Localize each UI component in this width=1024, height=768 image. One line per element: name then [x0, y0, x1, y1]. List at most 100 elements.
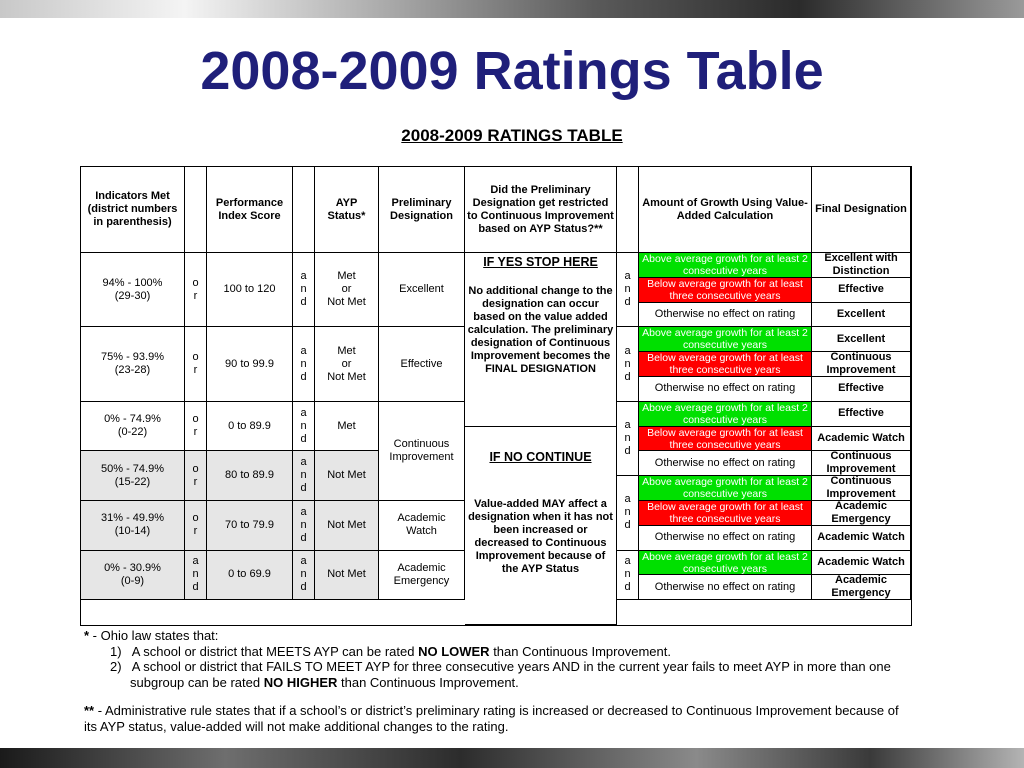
ayp-status-cell: Met or Not Met [315, 327, 379, 402]
preliminary-cell: Academic Emergency [379, 550, 465, 601]
ayp-status-cell: Not Met [315, 550, 379, 601]
and-connector: a n d [293, 401, 315, 452]
footnote-item-2-text-d: than Continuous Improvement. [337, 674, 519, 690]
if-yes-heading: IF YES STOP HERE [483, 255, 598, 269]
or-connector: o r [185, 500, 207, 551]
footnote-item-1-emphasis: NO LOWER [418, 643, 490, 659]
pi-score-cell: 100 to 120 [207, 253, 293, 328]
pi-score-cell: 0 to 69.9 [207, 550, 293, 601]
final-designation-cell: Academic Watch [812, 550, 911, 576]
and-connector: a n d [617, 401, 639, 477]
ayp-status-cell: Not Met [315, 451, 379, 501]
bottom-decorative-band [0, 748, 1024, 768]
footnote-item-2-number: 2) [110, 659, 122, 674]
indicators-cell: 94% - 100% (29-30) [81, 253, 185, 328]
or-connector: o r [185, 253, 207, 328]
header-indicators: Indicators Met (district numbers in pare… [81, 167, 185, 253]
pi-score-cell: 0 to 89.9 [207, 401, 293, 452]
footnote-item-2-emphasis: NO HIGHER [263, 674, 338, 690]
header-final: Final Designation [812, 167, 911, 253]
growth-below-cell: Below average growth for at least three … [639, 500, 812, 526]
pi-score-cell: 90 to 99.9 [207, 327, 293, 402]
final-designation-cell: Effective [812, 376, 911, 402]
if-no-text: Value-added MAY affect a designation whe… [468, 497, 613, 575]
footnote-double-star-text-b: its AYP status, value-added will not mak… [84, 718, 509, 734]
growth-otherwise-cell: Otherwise no effect on rating [639, 451, 812, 477]
growth-above-cell: Above average growth for at least 2 cons… [639, 253, 812, 278]
growth-above-cell: Above average growth for at least 2 cons… [639, 476, 812, 501]
footnote-star-mark: * [84, 628, 90, 643]
table-title: 2008-2009 RATINGS TABLE [401, 126, 623, 145]
top-decorative-band [0, 0, 1024, 18]
final-designation-cell: Academic Emergency [812, 500, 911, 526]
pi-score-cell: 70 to 79.9 [207, 500, 293, 551]
final-designation-cell: Effective [812, 277, 911, 303]
growth-otherwise-cell: Otherwise no effect on rating [639, 302, 812, 328]
preliminary-cell: Effective [379, 327, 465, 402]
and-connector: a n d [185, 550, 207, 601]
growth-below-cell: Below average growth for at least three … [639, 277, 812, 303]
and-connector: a n d [293, 327, 315, 402]
or-connector: o r [185, 451, 207, 501]
final-designation-cell: Excellent [812, 327, 911, 353]
footnote-double-star-continued: its AYP status, value-added will not mak… [84, 719, 934, 735]
growth-above-cell: Above average growth for at least 2 cons… [639, 401, 812, 427]
header-spacer-3 [617, 167, 639, 253]
final-designation-cell: Academic Emergency [812, 575, 911, 601]
final-designation-cell: Continuous Improvement [812, 352, 911, 377]
footnote-star: * - Ohio law states that: [84, 628, 934, 644]
if-yes-cell: IF YES STOP HERE No additional change to… [465, 253, 617, 427]
or-connector: o r [185, 327, 207, 402]
and-connector: a n d [293, 500, 315, 551]
growth-otherwise-cell: Otherwise no effect on rating [639, 376, 812, 402]
and-connector: a n d [617, 550, 639, 601]
header-spacer-2 [293, 167, 315, 253]
growth-above-cell: Above average growth for at least 2 cons… [639, 327, 812, 353]
ayp-status-cell: Met [315, 401, 379, 452]
ayp-status-cell: Met or Not Met [315, 253, 379, 328]
footnote-item-1: 1) A school or district that MEETS AYP c… [84, 644, 934, 660]
header-spacer-1 [185, 167, 207, 253]
final-designation-cell: Continuous Improvement [812, 476, 911, 501]
final-designation-cell: Excellent [812, 302, 911, 328]
ratings-table: Indicators Met (district numbers in pare… [80, 166, 912, 626]
final-designation-cell: Excellent with Distinction [812, 253, 911, 278]
slide-title: 2008-2009 Ratings Table [200, 41, 824, 101]
growth-otherwise-cell: Otherwise no effect on rating [639, 575, 812, 601]
header-preliminary: Preliminary Designation [379, 167, 465, 253]
growth-below-cell: Below average growth for at least three … [639, 426, 812, 452]
and-connector: a n d [617, 476, 639, 551]
footnote-item-2-continued: subgroup can be rated NO HIGHER than Con… [84, 675, 934, 691]
final-designation-cell: Academic Watch [812, 525, 911, 551]
and-connector: a n d [617, 253, 639, 328]
indicators-cell: 31% - 49.9% (10-14) [81, 500, 185, 551]
final-designation-cell: Effective [812, 401, 911, 427]
if-yes-text: No additional change to the designation … [467, 285, 614, 375]
growth-below-cell: Below average growth for at least three … [639, 352, 812, 377]
preliminary-cell-continuous: Continuous Improvement [379, 401, 465, 501]
and-connector: a n d [293, 451, 315, 501]
header-pi-score: Performance Index Score [207, 167, 293, 253]
footnote-item-2: 2) A school or district that FAILS TO ME… [84, 659, 934, 675]
final-designation-cell: Continuous Improvement [812, 451, 911, 477]
footnote-double-star-mark: ** [84, 703, 95, 718]
indicators-cell: 0% - 30.9% (0-9) [81, 550, 185, 601]
if-no-heading: IF NO CONTINUE [489, 449, 592, 464]
preliminary-cell: Academic Watch [379, 500, 465, 551]
growth-otherwise-cell: Otherwise no effect on rating [639, 525, 812, 551]
growth-above-cell: Above average growth for at least 2 cons… [639, 550, 812, 576]
header-ayp-status: AYP Status* [315, 167, 379, 253]
or-connector: o r [185, 401, 207, 452]
header-restricted: Did the Preliminary Designation get rest… [465, 167, 617, 253]
and-connector: a n d [293, 550, 315, 601]
ayp-status-cell: Not Met [315, 500, 379, 551]
final-designation-cell: Academic Watch [812, 426, 911, 452]
if-no-cell: IF NO CONTINUE Value-added MAY affect a … [465, 426, 617, 625]
footnote-double-star-text-a: - Administrative rule states that if a s… [94, 703, 899, 718]
indicators-cell: 75% - 93.9% (23-28) [81, 327, 185, 402]
footnote-item-2-text-b: subgroup can be rated [130, 674, 264, 690]
footnote-item-1-text-a: A school or district that MEETS AYP can … [131, 643, 419, 659]
indicators-cell: 50% - 74.9% (15-22) [81, 451, 185, 501]
footnotes: * - Ohio law states that: 1) A school or… [84, 628, 934, 734]
footnote-item-1-number: 1) [110, 643, 122, 659]
